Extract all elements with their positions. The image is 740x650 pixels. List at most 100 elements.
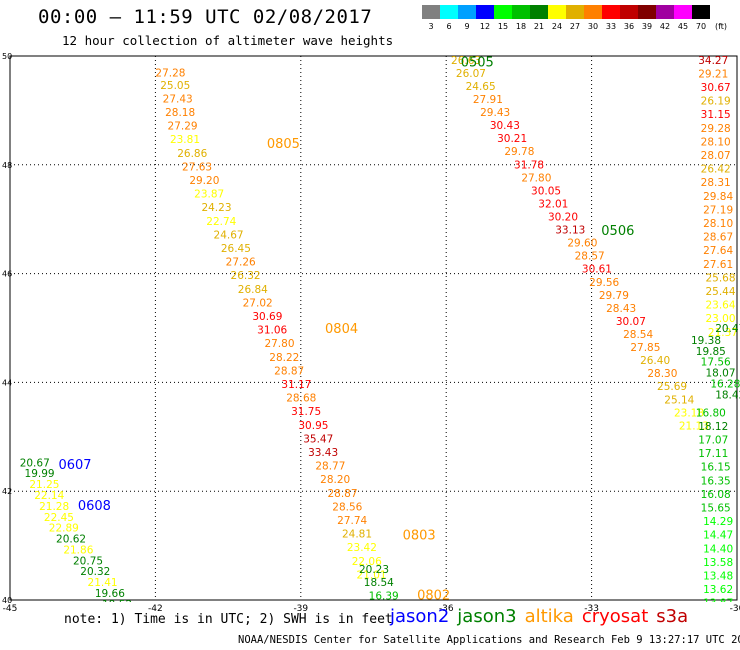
scale-cell-42: 42 [656,5,674,31]
scale-swatch [692,5,710,19]
map-subtitle: 12 hour collection of altimeter wave hei… [62,33,394,48]
scale-label: 45 [677,22,689,31]
wave-height-value: 16.28 [710,378,740,390]
wave-height-value: 27.74 [337,515,367,527]
wave-height-value: 29.56 [589,277,619,289]
y-tick-label: 50 [2,52,12,61]
wave-height-value: 30.05 [531,185,561,197]
wave-height-value: 19.38 [691,335,721,347]
wave-height-value: 28.30 [647,368,677,380]
wave-height-value: 33.13 [555,225,585,237]
wave-height-value: 28.20 [320,474,350,486]
wave-height-value: 30.95 [298,420,328,432]
scale-swatch [656,5,674,19]
wave-height-value: 25.69 [657,381,687,393]
wave-height-value: 16.08 [701,489,731,501]
scale-label: 27 [569,22,581,31]
wave-height-value: 28.56 [332,501,362,513]
color-scale-legend: 3 6 9 12 15 18 21 24 27 30 33 36 39 42 45 70 (ft) [422,5,732,31]
wave-height-value: 28.10 [701,136,731,148]
x-tick-label: -42 [148,604,163,614]
wave-height-value: 21.86 [63,544,93,556]
wave-height-value: 27.64 [703,245,733,257]
scale-cell-12: 12 [476,5,494,31]
x-tick-label: -45 [3,604,18,614]
wave-height-value: 27.26 [226,257,256,269]
wave-height-value: 20.47 [715,323,740,335]
wave-height-value: 26.63 [451,55,481,67]
wave-height-value: 22.89 [49,523,79,535]
wave-height-value: 27.29 [168,121,198,133]
wave-height-value: 29.21 [698,68,728,80]
wave-height-value: 31.17 [281,379,311,391]
scale-cell-18: 18 [512,5,530,31]
x-tick-label: -30 [730,604,740,614]
wave-height-value: 21.28 [39,501,69,513]
wave-height-value: 29.43 [480,107,510,119]
satellite-legend-cryosat: cryosat [581,606,649,627]
pass-time-label: 0803 [403,529,436,544]
wave-height-value: 16.35 [701,475,731,487]
wave-height-value: 27.28 [155,67,185,79]
wave-height-value: 25.05 [160,80,190,92]
wave-height-value: 23.81 [170,134,200,146]
wave-height-value: 28.57 [575,251,605,263]
wave-height-value: 13.62 [703,584,733,596]
wave-height-value: 27.43 [163,93,193,105]
wave-height-value: 24.67 [214,229,244,241]
scale-label: 33 [605,22,617,31]
scale-label: 42 [659,22,671,31]
scale-label: 39 [641,22,653,31]
wave-height-value: 28.68 [286,393,316,405]
scale-cell-9: 9 [458,5,476,31]
wave-height-value: 19.66 [95,588,125,600]
wave-height-value: 31.15 [701,109,731,121]
scale-cell-70: 70 [692,5,710,31]
wave-height-value: 14.29 [703,516,733,528]
scale-swatch [566,5,584,19]
scale-cell-27: 27 [566,5,584,31]
wave-height-value: 26.40 [640,355,670,367]
wave-height-value: 13.58 [703,557,733,569]
pass-time-label: 0505 [461,55,494,70]
wave-height-value: 24.23 [201,202,231,214]
scale-label: 6 [446,22,452,31]
wave-height-value: 28.22 [269,352,299,364]
scale-label: 9 [464,22,470,31]
wave-height-value: 22.06 [352,556,382,568]
wave-height-value: 24.65 [466,81,496,93]
wave-height-value: 24.81 [342,529,372,541]
y-tick-label: 42 [2,487,12,496]
wave-height-value: 14.47 [703,530,733,542]
scale-swatch [422,5,440,19]
wave-height-value: 28.07 [701,150,731,162]
wave-height-value: 28.18 [165,107,195,119]
wave-height-value: 28.31 [701,177,731,189]
wave-height-value: 23.87 [194,189,224,201]
wave-height-value: 26.86 [177,148,207,160]
wave-height-value: 33.43 [308,447,338,459]
scale-cell-15: 15 [494,5,512,31]
scale-label: 70 [695,22,707,31]
wave-height-value: 22.74 [206,216,236,228]
scale-cell-39: 39 [638,5,656,31]
scale-swatch [674,5,692,19]
satellite-legend-s3a: s3a [656,606,689,627]
wave-height-value: 20.62 [56,534,86,546]
wave-height-value: 27.80 [521,172,551,184]
wave-height-value: 29.20 [189,175,219,187]
footer-note: note: 1) Time is in UTC; 2) SWH is in fe… [64,612,393,627]
scale-cell-33: 33 [602,5,620,31]
scale-swatch [458,5,476,19]
wave-height-value: 20.23 [359,564,389,576]
wave-height-value: 25.68 [705,272,735,284]
wave-height-value: 19.52 [102,599,132,611]
scale-swatch [476,5,494,19]
scale-cell-6: 6 [440,5,458,31]
wave-height-value: 25.44 [705,286,735,298]
wave-height-value: 29.28 [701,123,731,135]
x-tick-label: -36 [439,604,454,614]
wave-height-value: 27.85 [630,342,660,354]
scale-swatch [440,5,458,19]
wave-height-value: 26.42 [701,164,731,176]
